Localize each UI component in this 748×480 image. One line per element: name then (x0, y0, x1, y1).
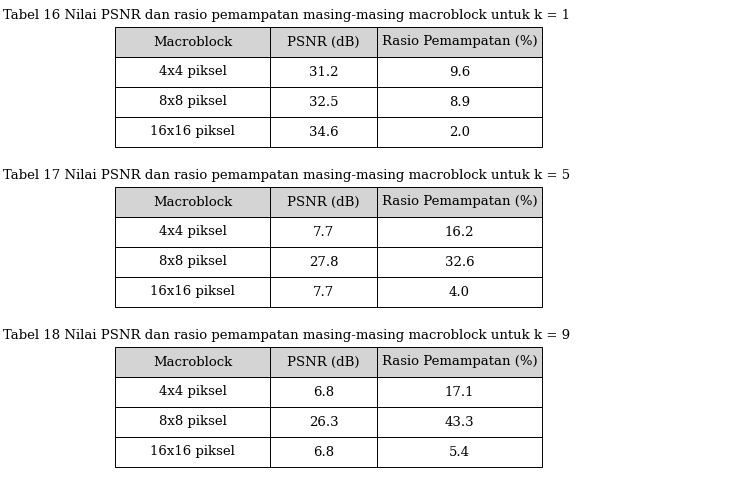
Text: 16.2: 16.2 (445, 226, 474, 239)
Bar (270, 347, 377, 377)
Text: PSNR (dB): PSNR (dB) (287, 36, 360, 48)
Text: 4x4 piksel: 4x4 piksel (159, 226, 227, 239)
Bar (270, 87, 377, 117)
Text: Rasio Pemampatan (%): Rasio Pemampatan (%) (381, 195, 537, 208)
Text: 9.6: 9.6 (449, 65, 470, 79)
Text: 7.7: 7.7 (313, 286, 334, 299)
Text: Macroblock: Macroblock (153, 195, 232, 208)
Text: 7.7: 7.7 (313, 226, 334, 239)
Bar (270, 377, 377, 407)
Bar (115, 217, 270, 247)
Bar (115, 407, 270, 437)
Bar (115, 87, 270, 117)
Text: 32.6: 32.6 (445, 255, 474, 268)
Text: 16x16 piksel: 16x16 piksel (150, 445, 235, 458)
Bar (377, 247, 542, 277)
Bar (115, 187, 270, 217)
Text: 26.3: 26.3 (309, 416, 338, 429)
Text: 8.9: 8.9 (449, 96, 470, 108)
Text: Rasio Pemampatan (%): Rasio Pemampatan (%) (381, 356, 537, 369)
Bar (270, 247, 377, 277)
Text: 43.3: 43.3 (445, 416, 474, 429)
Text: 16x16 piksel: 16x16 piksel (150, 286, 235, 299)
Text: 5.4: 5.4 (449, 445, 470, 458)
Text: 8x8 piksel: 8x8 piksel (159, 416, 227, 429)
Text: 6.8: 6.8 (313, 445, 334, 458)
Text: 4.0: 4.0 (449, 286, 470, 299)
Text: 32.5: 32.5 (309, 96, 338, 108)
Bar (270, 277, 377, 307)
Text: 4x4 piksel: 4x4 piksel (159, 65, 227, 79)
Bar (270, 187, 377, 217)
Text: 34.6: 34.6 (309, 125, 338, 139)
Bar (377, 87, 542, 117)
Text: 27.8: 27.8 (309, 255, 338, 268)
Bar (377, 117, 542, 147)
Text: 17.1: 17.1 (445, 385, 474, 398)
Text: Rasio Pemampatan (%): Rasio Pemampatan (%) (381, 36, 537, 48)
Bar (270, 117, 377, 147)
Bar (270, 217, 377, 247)
Text: Tabel 16 Nilai PSNR dan rasio pemampatan masing-masing macroblock untuk k = 1: Tabel 16 Nilai PSNR dan rasio pemampatan… (3, 10, 570, 23)
Bar (115, 57, 270, 87)
Bar (377, 437, 542, 467)
Text: PSNR (dB): PSNR (dB) (287, 195, 360, 208)
Bar (377, 377, 542, 407)
Text: Macroblock: Macroblock (153, 356, 232, 369)
Bar (377, 57, 542, 87)
Text: 8x8 piksel: 8x8 piksel (159, 255, 227, 268)
Bar (115, 377, 270, 407)
Text: Tabel 17 Nilai PSNR dan rasio pemampatan masing-masing macroblock untuk k = 5: Tabel 17 Nilai PSNR dan rasio pemampatan… (3, 169, 570, 182)
Text: Tabel 18 Nilai PSNR dan rasio pemampatan masing-masing macroblock untuk k = 9: Tabel 18 Nilai PSNR dan rasio pemampatan… (3, 329, 570, 343)
Text: 8x8 piksel: 8x8 piksel (159, 96, 227, 108)
Text: 4x4 piksel: 4x4 piksel (159, 385, 227, 398)
Bar (115, 117, 270, 147)
Bar (377, 27, 542, 57)
Text: Macroblock: Macroblock (153, 36, 232, 48)
Text: 2.0: 2.0 (449, 125, 470, 139)
Bar (115, 27, 270, 57)
Text: 31.2: 31.2 (309, 65, 338, 79)
Bar (115, 347, 270, 377)
Bar (270, 437, 377, 467)
Bar (377, 187, 542, 217)
Bar (377, 407, 542, 437)
Bar (115, 437, 270, 467)
Text: 6.8: 6.8 (313, 385, 334, 398)
Bar (270, 57, 377, 87)
Text: PSNR (dB): PSNR (dB) (287, 356, 360, 369)
Text: 16x16 piksel: 16x16 piksel (150, 125, 235, 139)
Bar (270, 407, 377, 437)
Bar (377, 217, 542, 247)
Bar (115, 277, 270, 307)
Bar (270, 27, 377, 57)
Bar (377, 277, 542, 307)
Bar (377, 347, 542, 377)
Bar (115, 247, 270, 277)
